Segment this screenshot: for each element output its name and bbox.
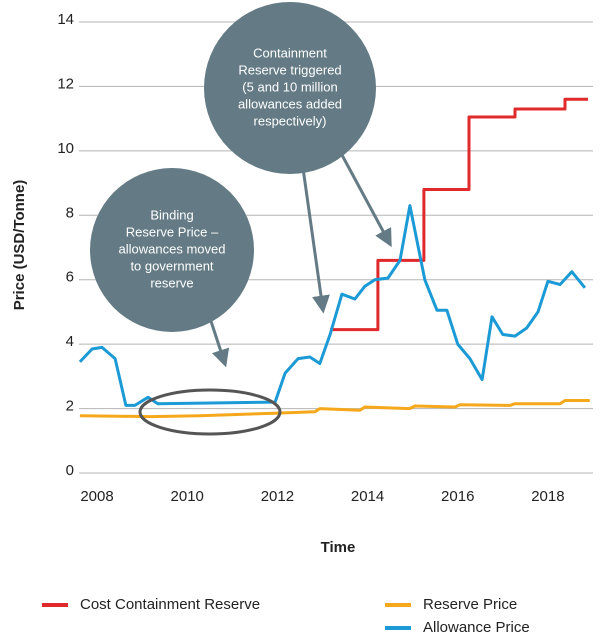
x-tick-label: 2008 [80, 488, 113, 505]
annotation-text: respectively) [254, 113, 327, 128]
annotation-text: (5 and 10 million [242, 79, 337, 94]
annotation-text: allowances added [238, 96, 342, 111]
annotation-text: Reserve triggered [238, 62, 341, 77]
annotation-bubble [204, 2, 376, 174]
x-tick-label: 2010 [171, 488, 204, 505]
y-tick-label: 6 [66, 269, 74, 286]
legend-label: Cost Containment Reserve [80, 596, 260, 613]
annotation-text: Binding [150, 207, 193, 222]
annotation-text: Containment [253, 45, 327, 60]
annotation-text: reserve [150, 275, 193, 290]
arrow [301, 167, 330, 314]
x-tick-label: 2012 [261, 488, 294, 505]
highlight-ellipse [138, 388, 282, 436]
x-tick-label: 2014 [351, 488, 384, 505]
y-tick-label: 10 [57, 140, 74, 157]
y-axis-label: Price (USD/Tonne) [11, 180, 28, 311]
x-tick-label: 2016 [441, 488, 474, 505]
y-tick-label: 14 [57, 11, 74, 28]
series-line [79, 399, 590, 419]
y-tick-label: 2 [66, 398, 74, 415]
annotation-text: Reserve Price – [126, 224, 219, 239]
annotation-shapes [90, 2, 392, 436]
x-axis-label: Time [321, 539, 356, 556]
series-line [330, 97, 588, 332]
y-tick-label: 4 [66, 333, 74, 350]
legend-label: Reserve Price [423, 596, 517, 613]
y-tick-label: 12 [57, 75, 74, 92]
legend-label: Allowance Price [423, 619, 530, 636]
series-line [78, 204, 587, 407]
annotation-text: to government [130, 258, 213, 273]
y-tick-label: 0 [66, 462, 74, 479]
annotation-bubble [90, 168, 254, 332]
arrow [340, 154, 392, 248]
lines [78, 97, 590, 419]
annotation-text: allowances moved [119, 241, 226, 256]
x-tick-label: 2018 [531, 488, 564, 505]
y-tick-label: 8 [66, 204, 74, 221]
